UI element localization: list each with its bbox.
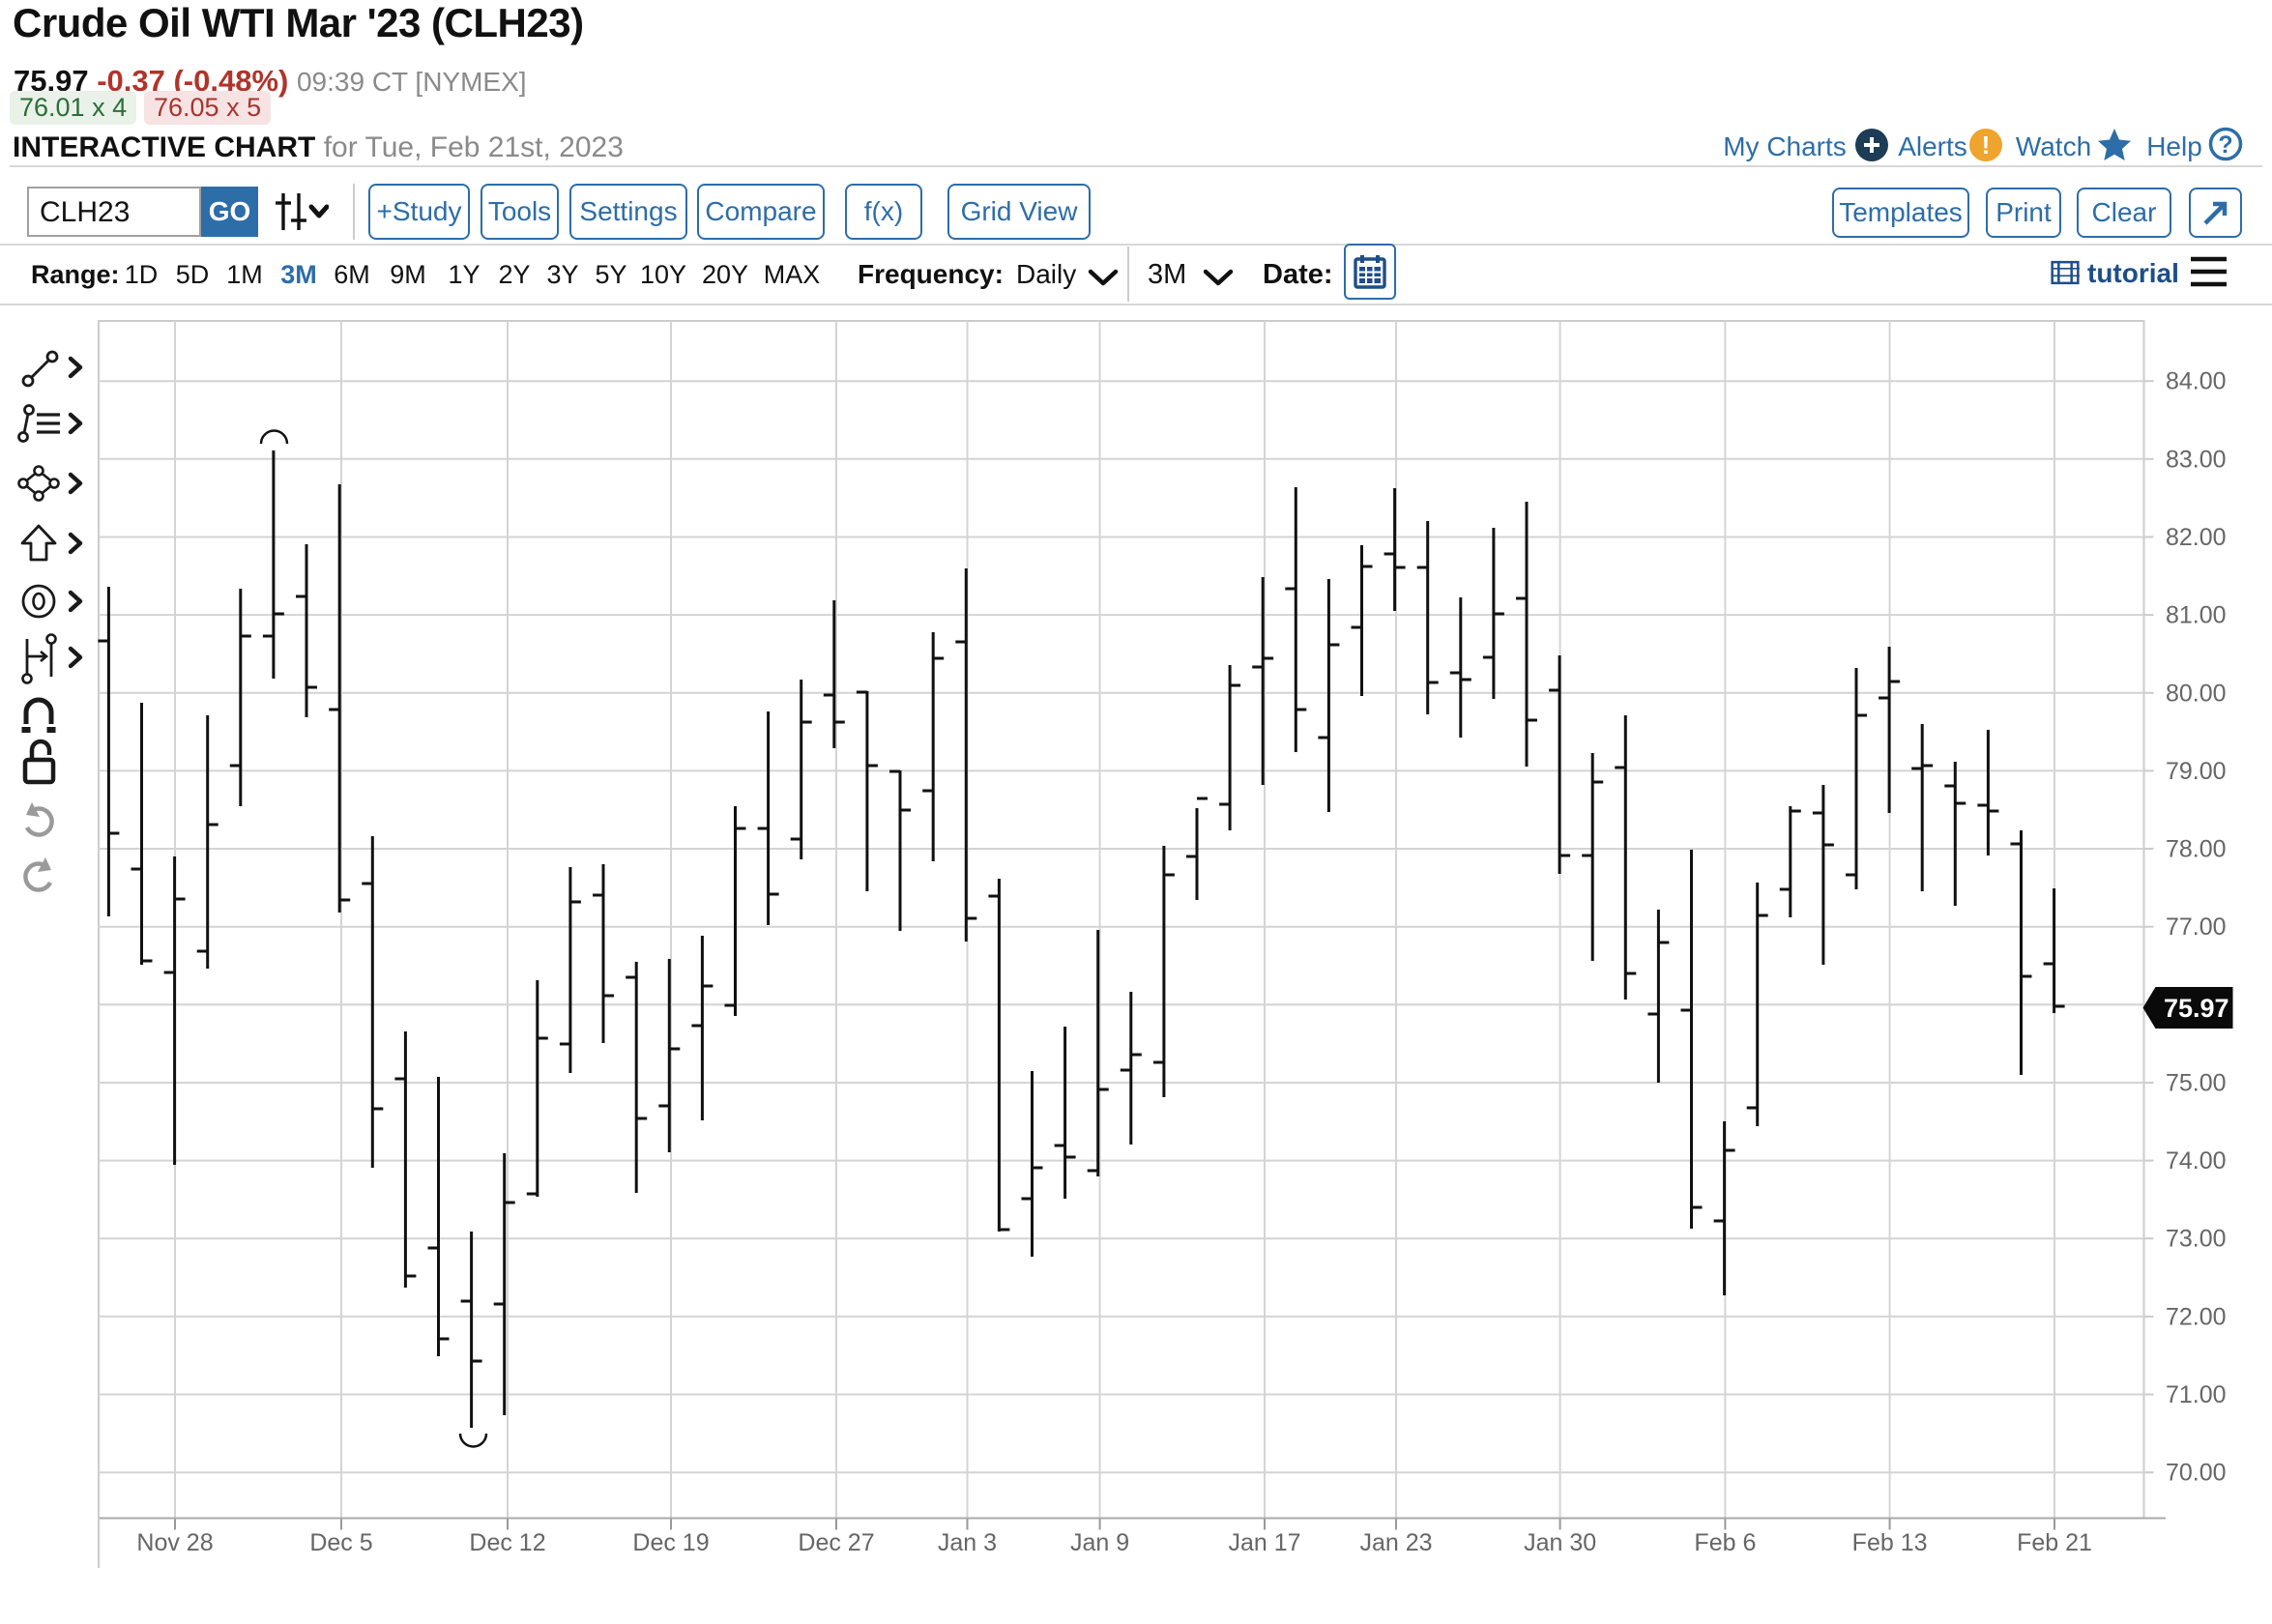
svg-text:Jan 30: Jan 30 (1524, 1529, 1596, 1556)
svg-text:Feb 13: Feb 13 (1852, 1529, 1928, 1556)
svg-text:74.00: 74.00 (2166, 1147, 2227, 1174)
svg-text:Nov 28: Nov 28 (136, 1529, 213, 1556)
svg-text:Dec 27: Dec 27 (798, 1529, 874, 1556)
svg-text:Jan 3: Jan 3 (938, 1529, 997, 1556)
svg-text:Jan 23: Jan 23 (1359, 1529, 1432, 1556)
svg-text:80.00: 80.00 (2166, 680, 2227, 707)
svg-text:83.00: 83.00 (2166, 446, 2227, 473)
svg-text:70.00: 70.00 (2166, 1460, 2227, 1487)
svg-text:75.00: 75.00 (2166, 1070, 2227, 1097)
svg-text:71.00: 71.00 (2166, 1381, 2227, 1408)
svg-text:Feb 21: Feb 21 (2017, 1529, 2092, 1556)
svg-text:!: ! (1982, 130, 1991, 160)
svg-text:Dec 19: Dec 19 (632, 1529, 709, 1556)
svg-text:84.00: 84.00 (2166, 368, 2227, 395)
svg-text:78.00: 78.00 (2166, 836, 2227, 863)
svg-text:73.00: 73.00 (2166, 1226, 2227, 1253)
svg-text:Dec 12: Dec 12 (469, 1529, 545, 1556)
svg-text:77.00: 77.00 (2166, 914, 2227, 941)
svg-text:72.00: 72.00 (2166, 1303, 2227, 1330)
svg-text:82.00: 82.00 (2166, 524, 2227, 551)
svg-text:75.97: 75.97 (2164, 994, 2229, 1023)
svg-text:79.00: 79.00 (2166, 758, 2227, 785)
svg-text:Jan 9: Jan 9 (1070, 1529, 1129, 1556)
svg-text:81.00: 81.00 (2166, 602, 2227, 629)
svg-text:Jan 17: Jan 17 (1228, 1529, 1300, 1556)
svg-text:Feb 6: Feb 6 (1694, 1529, 1756, 1556)
svg-text:Dec 5: Dec 5 (309, 1529, 372, 1556)
svg-text:?: ? (2218, 131, 2232, 159)
